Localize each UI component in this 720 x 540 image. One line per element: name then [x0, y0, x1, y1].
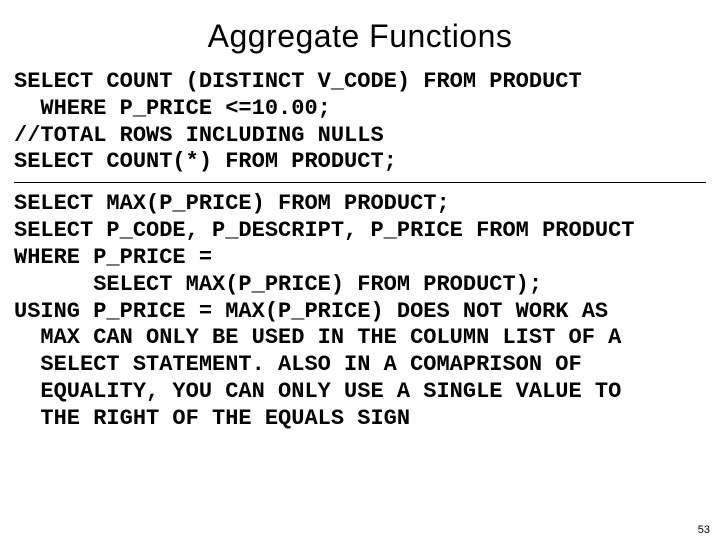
code-block-2: SELECT MAX(P_PRICE) FROM PRODUCT; SELECT… [14, 191, 706, 432]
slide-title: Aggregate Functions [14, 18, 706, 55]
code-block-1: SELECT COUNT (DISTINCT V_CODE) FROM PROD… [14, 69, 706, 176]
page-number: 53 [698, 524, 710, 536]
section-divider [14, 182, 706, 183]
slide-container: Aggregate Functions SELECT COUNT (DISTIN… [0, 0, 720, 540]
